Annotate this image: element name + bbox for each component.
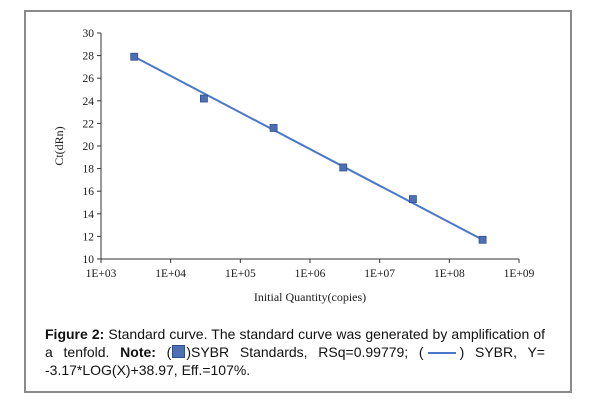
caption-text-4: ) SYBR, Y= -3.17*LOG(X)+38.97, Eff.=107%…: [45, 344, 545, 378]
y-tick-label: 28: [83, 51, 95, 63]
legend-square-marker-icon: [172, 345, 186, 358]
data-point: [409, 195, 417, 204]
figure-label: Figure 2:: [45, 326, 105, 342]
y-tick-label: 30: [83, 28, 95, 40]
y-tick-label: 18: [83, 164, 95, 176]
standard-curve-chart: 10 12 14 16 18 20 22 24 26 28 30 1E+03 1E+04 1E+05 1E+…: [52, 28, 535, 304]
y-tick-label: 26: [83, 73, 95, 85]
data-point: [339, 163, 348, 172]
data-point: [269, 124, 278, 132]
note-label: Note:: [120, 344, 156, 360]
y-tick-label: 12: [83, 231, 95, 243]
chart-ticks: 10 12 14 16 18 20 22 24 26 28 30 1E+03 1E+04 1E+05 1E+…: [83, 28, 535, 280]
legend-line-marker-icon: [427, 352, 456, 354]
x-axis-label: Initial Quantity(copies): [254, 290, 366, 304]
chart-marks: [130, 52, 487, 244]
y-tick-label: 16: [83, 186, 95, 198]
x-tick-label: 1E+07: [364, 268, 395, 280]
x-tick-label: 1E+06: [295, 268, 326, 280]
data-point: [130, 52, 139, 61]
caption-text-3: )SYBR Standards, RSq=0.99779; (: [186, 344, 424, 360]
data-point: [478, 235, 487, 244]
y-tick-label: 24: [83, 96, 95, 108]
caption-text-1: Standard curve. The standard curve was g…: [45, 326, 546, 360]
x-tick-label: 1E+04: [155, 268, 186, 280]
x-tick-label: 1E+08: [434, 268, 465, 280]
x-tick-label: 1E+03: [86, 268, 117, 280]
y-tick-label: 22: [83, 118, 95, 130]
figure-caption: Figure 2: Standard curve. The standard c…: [45, 325, 545, 379]
x-tick-label: 1E+05: [225, 268, 256, 280]
caption-text-2: (: [155, 344, 172, 360]
y-tick-label: 10: [83, 254, 95, 266]
y-tick-label: 20: [83, 141, 95, 153]
y-axis-label: Ct(dRn): [52, 126, 66, 165]
fit-line: [133, 55, 484, 241]
figure-frame: [24, 10, 572, 393]
x-tick-label: 1E+09: [504, 268, 535, 280]
data-point: [200, 94, 208, 103]
y-tick-label: 14: [83, 209, 95, 221]
